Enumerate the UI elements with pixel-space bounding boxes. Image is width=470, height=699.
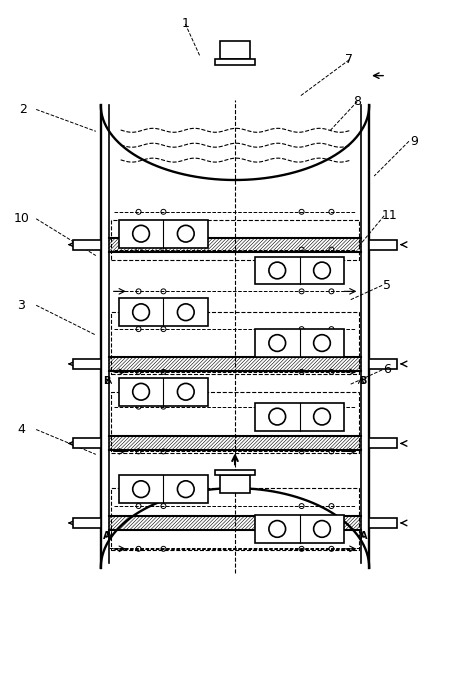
Bar: [119, 219, 208, 247]
Bar: [255, 329, 345, 357]
Bar: [369, 359, 397, 369]
Bar: [73, 518, 101, 528]
Text: 10: 10: [13, 212, 29, 225]
Bar: [255, 515, 345, 543]
Bar: [119, 298, 208, 326]
Bar: [220, 41, 250, 59]
Text: 1: 1: [181, 17, 189, 31]
Text: A: A: [103, 531, 110, 541]
Bar: [119, 378, 208, 405]
Bar: [111, 391, 359, 454]
Bar: [73, 359, 101, 369]
Bar: [73, 240, 101, 250]
Text: 5: 5: [383, 279, 391, 292]
Bar: [369, 240, 397, 250]
Bar: [369, 518, 397, 528]
Bar: [119, 475, 208, 503]
Text: B: B: [103, 376, 110, 386]
Bar: [111, 488, 359, 550]
Text: 7: 7: [345, 53, 353, 66]
Text: 8: 8: [353, 95, 361, 108]
Bar: [255, 257, 345, 284]
Text: 4: 4: [17, 423, 25, 436]
Text: B: B: [360, 376, 367, 386]
Text: 3: 3: [17, 298, 25, 312]
Text: 6: 6: [383, 363, 391, 376]
Bar: [111, 312, 359, 374]
Bar: [73, 438, 101, 449]
Bar: [255, 403, 345, 431]
Text: 2: 2: [19, 103, 27, 116]
Bar: [220, 475, 250, 493]
Bar: [215, 59, 255, 65]
Bar: [111, 219, 359, 259]
Text: 11: 11: [381, 209, 397, 222]
Text: A: A: [360, 531, 367, 541]
Text: 9: 9: [410, 135, 418, 147]
Bar: [369, 438, 397, 449]
Bar: [215, 470, 255, 475]
